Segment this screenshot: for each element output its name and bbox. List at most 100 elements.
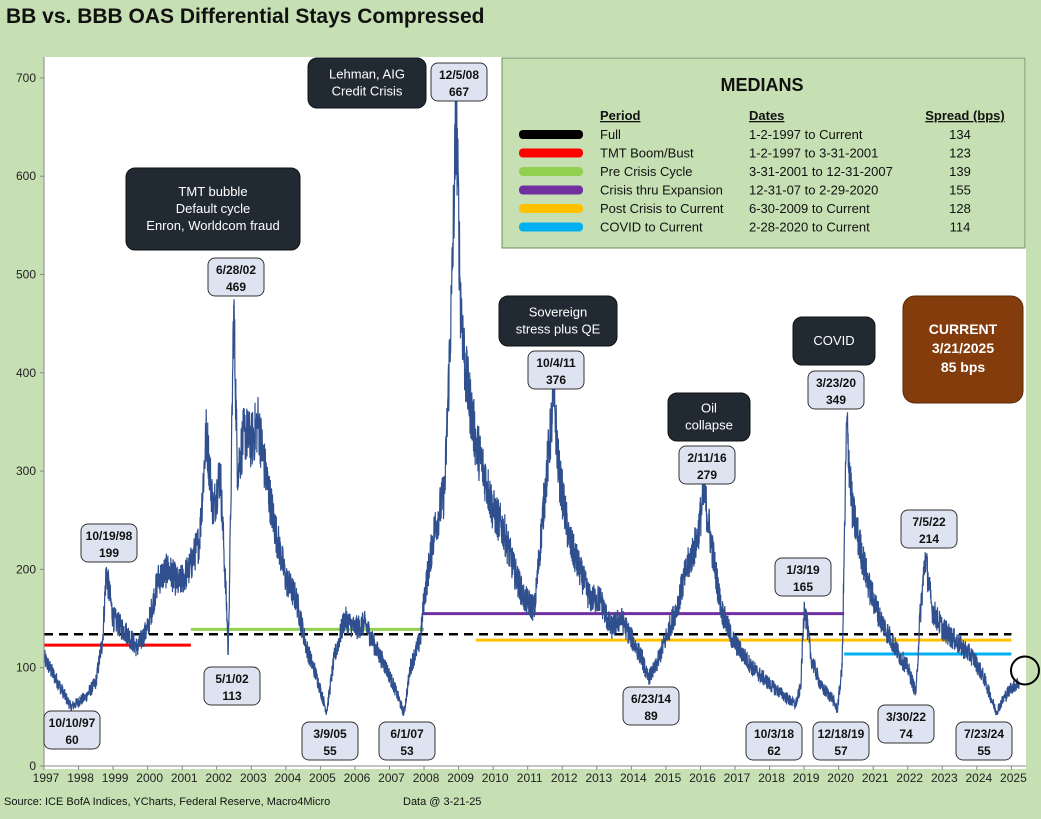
medians-spread: 114 <box>950 220 971 235</box>
current-text: 85 bps <box>941 359 986 375</box>
medians-period: COVID to Current <box>600 220 703 235</box>
x-tick-label: 2010 <box>482 771 509 785</box>
medians-dates: 1-2-1997 to Current <box>749 127 863 142</box>
annotation-callout: 1/3/19 165 <box>774 557 832 597</box>
annotation-callout: 2/11/16 279 <box>678 445 736 485</box>
annotation-date: 3/30/22 <box>886 710 926 724</box>
chart-title: BB vs. BBB OAS Differential Stays Compre… <box>6 5 485 28</box>
event-text: collapse <box>685 418 733 433</box>
annotation-box <box>745 721 803 761</box>
x-tick-label: 2000 <box>136 771 163 785</box>
annotation-callout: 10/3/18 62 <box>745 721 803 761</box>
y-tick-label: 300 <box>16 464 36 478</box>
annotation-callout: 6/1/07 53 <box>378 721 436 761</box>
annotation-value: 667 <box>449 85 469 99</box>
y-tick-label: 0 <box>29 759 36 773</box>
medians-period: TMT Boom/Bust <box>600 146 694 161</box>
annotation-box <box>203 666 261 706</box>
annotation-box <box>622 686 680 726</box>
medians-swatch <box>519 185 583 195</box>
x-tick-label: 2017 <box>724 771 751 785</box>
annotation-box <box>430 62 488 102</box>
x-tick-label: 2004 <box>274 771 301 785</box>
annotation-box <box>807 370 865 410</box>
annotation-callout: 6/28/02 469 <box>207 257 265 297</box>
annotation-box <box>80 523 138 563</box>
medians-header: Spread (bps) <box>925 108 1004 123</box>
y-tick-label: 400 <box>16 366 36 380</box>
annotation-value: 62 <box>767 744 781 758</box>
y-tick-label: 100 <box>16 661 36 675</box>
annotation-date: 10/19/98 <box>86 529 133 543</box>
event-text: COVID <box>813 333 854 348</box>
medians-period: Post Crisis to Current <box>600 201 724 216</box>
x-tick-label: 2022 <box>896 771 923 785</box>
medians-table: MEDIANS Period Dates Spread (bps) Full 1-2-19… <box>501 57 1026 249</box>
annotation-box <box>207 257 265 297</box>
annotation-value: 89 <box>644 709 658 723</box>
medians-swatch <box>519 148 583 158</box>
medians-period: Crisis thru Expansion <box>600 183 723 198</box>
x-tick-label: 1999 <box>102 771 129 785</box>
annotation-date: 3/23/20 <box>816 376 856 390</box>
x-tick-label: 2006 <box>344 771 371 785</box>
annotation-value: 469 <box>226 280 246 294</box>
annotation-date: 12/18/19 <box>818 727 865 741</box>
event-box <box>792 316 876 366</box>
current-text: 3/21/2025 <box>932 340 994 356</box>
medians-spread: 155 <box>949 183 971 198</box>
annotation-value: 55 <box>323 744 337 758</box>
annotation-value: 113 <box>222 689 242 703</box>
event-text: Sovereign <box>529 305 588 320</box>
x-tick-label: 2012 <box>551 771 578 785</box>
x-tick-label: 2002 <box>205 771 232 785</box>
x-tick-label: 2020 <box>827 771 854 785</box>
x-tick-label: 2015 <box>655 771 682 785</box>
annotation-box <box>678 445 736 485</box>
annotation-value: 165 <box>793 580 813 594</box>
medians-header: Period <box>600 108 641 123</box>
event-box <box>667 392 751 442</box>
medians-swatch <box>519 204 583 213</box>
x-tick-label: 2019 <box>793 771 820 785</box>
event-text: Enron, Worldcom fraud <box>146 218 279 233</box>
x-tick-label: 2014 <box>620 771 647 785</box>
medians-period: Full <box>600 127 621 142</box>
medians-dates: 6-30-2009 to Current <box>749 201 870 216</box>
annotation-callout: 3/9/05 55 <box>301 721 359 761</box>
bb-bbb-oas-line <box>43 88 1020 716</box>
x-tick-label: 2013 <box>585 771 612 785</box>
x-tick-label: 2007 <box>378 771 405 785</box>
y-tick-label: 600 <box>16 169 36 183</box>
annotation-value: 199 <box>99 546 119 560</box>
medians-dates: 3-31-2001 to 12-31-2007 <box>749 164 893 179</box>
event-label: Sovereign stress plus QE <box>498 295 618 347</box>
annotation-box <box>527 350 585 390</box>
current-marker <box>1010 655 1040 686</box>
annotation-callout: 3/30/22 74 <box>877 704 935 744</box>
annotation-callout: 10/4/11 376 <box>527 350 585 390</box>
medians-title: MEDIANS <box>720 75 803 95</box>
x-tick-label: 2025 <box>1000 771 1027 785</box>
event-text: Credit Crisis <box>332 84 403 99</box>
medians-dates: 2-28-2020 to Current <box>749 220 870 235</box>
medians-swatch <box>519 167 583 176</box>
annotation-callout: 3/23/20 349 <box>807 370 865 410</box>
annotation-date: 2/11/16 <box>687 451 727 465</box>
annotation-value: 57 <box>834 744 848 758</box>
medians-dates: 1-2-1997 to 3-31-2001 <box>749 146 878 161</box>
x-tick-label: 2011 <box>517 771 543 785</box>
annotation-date: 12/5/08 <box>439 68 479 82</box>
annotation-value: 376 <box>546 373 566 387</box>
medians-swatch <box>519 130 583 139</box>
annotation-box <box>43 710 101 750</box>
source-note: Source: ICE BofA Indices, YCharts, Feder… <box>4 796 331 808</box>
annotation-date: 6/23/14 <box>631 692 671 706</box>
annotation-date: 3/9/05 <box>313 727 347 741</box>
x-tick-label: 1998 <box>67 771 94 785</box>
annotation-box <box>774 557 832 597</box>
annotation-value: 214 <box>919 532 939 546</box>
medians-swatch <box>519 222 583 232</box>
event-text: TMT bubble <box>178 184 247 199</box>
